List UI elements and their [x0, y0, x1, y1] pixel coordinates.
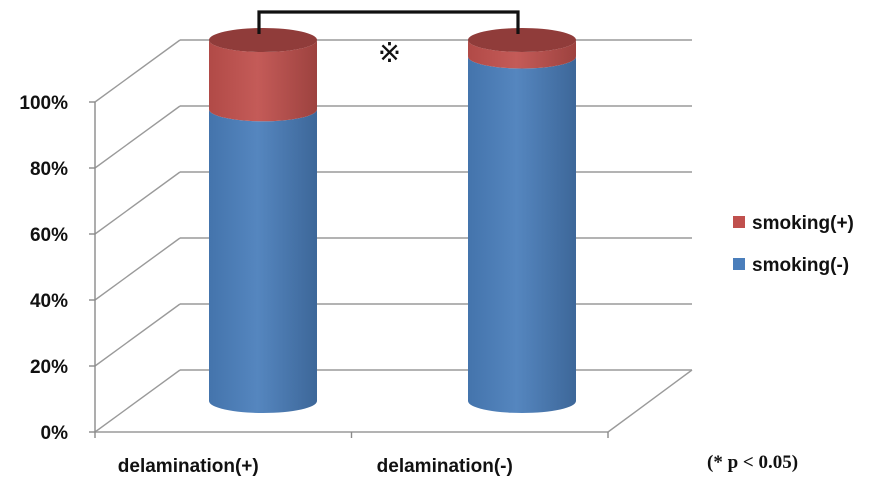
x-category-label: delamination(+)	[118, 456, 259, 477]
labels: 0% 20% 40% 60% 80% 100% delamination(+) delamin…	[19, 93, 512, 477]
bar-group	[468, 28, 576, 413]
x-category-label: delamination(-)	[377, 456, 513, 477]
bar-smoking(+)	[209, 40, 317, 122]
annotations: ※ (* p < 0.05)	[257, 10, 798, 473]
y-tick-label: 80%	[30, 159, 68, 180]
legend-label-smoking(-): smoking(-)	[752, 255, 849, 276]
y-tick-label: 20%	[30, 357, 68, 378]
p-value-note: (* p < 0.05)	[707, 452, 798, 473]
y-tick-label: 40%	[30, 291, 68, 312]
significance-mark: ※	[378, 36, 401, 69]
y-tick-label: 0%	[41, 423, 69, 444]
y-tick-label: 100%	[19, 93, 68, 114]
gridline-side	[94, 303, 181, 367]
bar-smoking(-)	[209, 109, 317, 414]
significance-bracket	[257, 10, 520, 34]
bar-group	[209, 28, 317, 414]
legend-swatch-smoking(-)	[733, 258, 745, 270]
bar-top-cap	[468, 28, 576, 52]
gridline-side	[94, 39, 181, 103]
legend-label-smoking(+): smoking(+)	[752, 213, 854, 234]
bars	[209, 28, 576, 414]
gridline-side	[94, 369, 181, 433]
gridline-side	[94, 237, 181, 301]
legend-swatch-smoking(+)	[733, 216, 745, 228]
bar-smoking(-)	[468, 56, 576, 413]
floor-edge	[607, 369, 693, 433]
axes	[89, 101, 609, 438]
gridline-side	[94, 105, 181, 169]
gridline-side	[94, 171, 181, 235]
bar-smoking(+)	[468, 40, 576, 69]
y-tick-label: 60%	[30, 225, 68, 246]
bar-top-cap	[209, 28, 317, 52]
legend: smoking(+) smoking(-)	[733, 213, 854, 276]
gridlines	[94, 39, 693, 433]
